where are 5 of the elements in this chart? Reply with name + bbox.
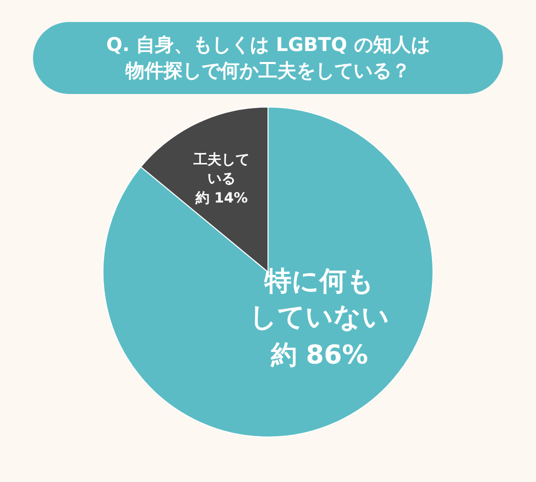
chart-title: Q. 自身、もしくは LGBTQ の知人は物件探しで何か工夫をしている？ xyxy=(106,34,430,82)
data-label: 約 14% xyxy=(194,190,248,207)
data-label: 約 86% xyxy=(270,340,368,370)
slice-label: 特に何もしていない xyxy=(249,266,390,333)
slice-label: 工夫している xyxy=(192,152,250,188)
